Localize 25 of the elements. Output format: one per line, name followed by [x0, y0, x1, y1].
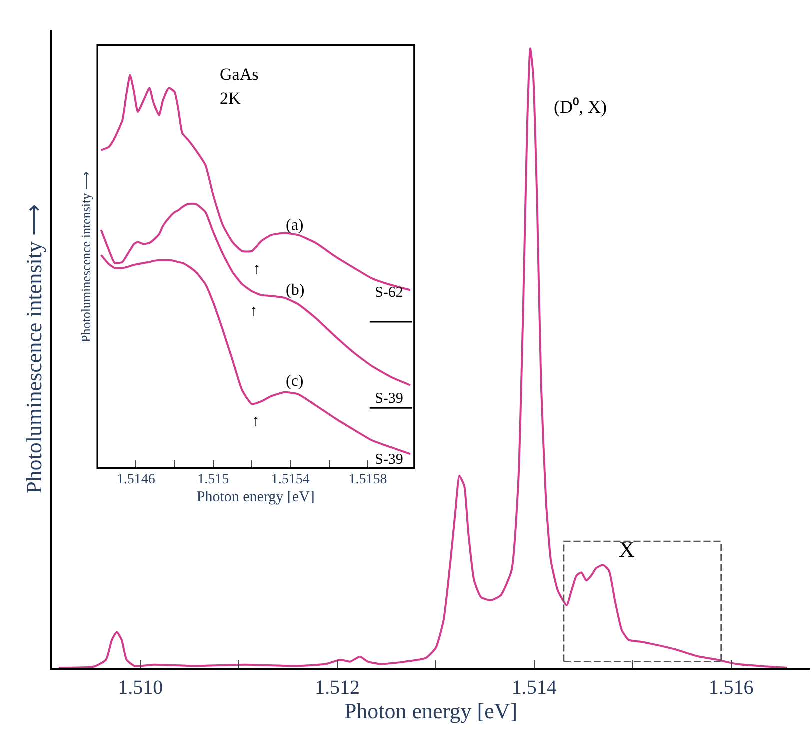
x-axis-title: Photon energy [eV] — [196, 489, 315, 506]
annotation: S-39 — [375, 391, 404, 407]
annotation: X — [619, 537, 635, 562]
x-tick-label: 1.514 — [512, 676, 557, 699]
y-axis-title: Photoluminescence intensity ⟶ — [78, 171, 94, 342]
annotation: (D⁰, X) — [554, 97, 607, 117]
y-axis-title: Photoluminescence intensity ⟶ — [22, 204, 47, 494]
x-tick-label: 1.515 — [198, 472, 230, 488]
x-tick-label: 1.5158 — [348, 472, 388, 488]
x-tick-label: 1.5154 — [271, 472, 310, 488]
annotation: ↑ — [250, 303, 258, 320]
annotation: GaAs — [220, 65, 259, 84]
x-axis-title: Photon energy [eV] — [344, 698, 518, 724]
x-tick-label: 1.516 — [708, 676, 754, 699]
annotation: 2K — [220, 89, 242, 108]
annotation: S-62 — [375, 285, 404, 301]
annotation: ↑ — [252, 413, 260, 430]
annotation: ↑ — [253, 261, 261, 278]
annotation: (b) — [286, 282, 305, 299]
annotation: (a) — [286, 217, 304, 234]
annotation: S-39 — [375, 452, 404, 468]
annotation: (c) — [286, 373, 304, 390]
x-tick-label: 1.510 — [118, 676, 164, 699]
x-tick-label: 1.512 — [314, 676, 360, 699]
x-tick-label: 1.5146 — [116, 472, 156, 488]
